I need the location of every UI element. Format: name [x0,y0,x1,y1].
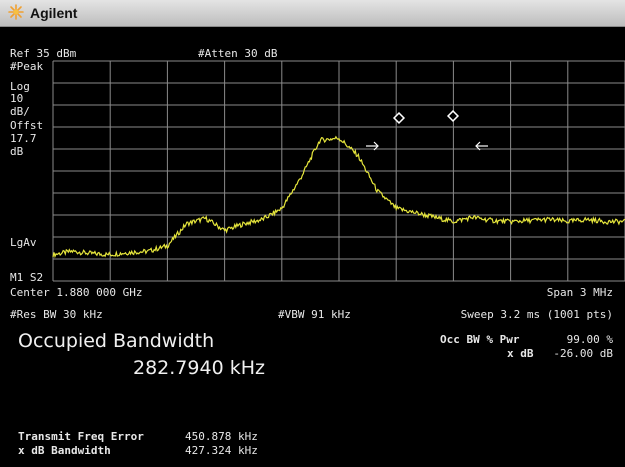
span-value: Span 3 MHz [546,286,613,299]
occupied-bw-value: 282.7940 kHz [133,357,265,379]
analyzer-screen: Ref 35 dBm #Atten 30 dB #Peak Log 10 dB/… [0,26,625,467]
scale-unit: dB/ [10,105,30,118]
center-frequency: Center 1.880 000 GHz [10,286,143,299]
ref-level: Ref 35 dBm [10,47,77,60]
scale-value: 10 [10,92,24,105]
vbw-value: #VBW 91 kHz [278,308,351,321]
measurement-title: Occupied Bandwidth [18,330,215,352]
obw-markers [366,109,488,151]
xdb-right-arrow [475,141,488,151]
obw-left-diamond [392,111,406,125]
title-bar: Agilent [0,0,625,27]
occ-bw-pwr-label: Occ BW % Pwr [440,333,520,346]
tx-freq-error-label: Transmit Freq Error [18,430,144,443]
spectrum-plot [52,60,625,282]
sweep-info: Sweep 3.2 ms (1001 pts) [460,308,613,321]
graticule [52,60,625,282]
marker-info: M1 S2 [10,271,44,284]
obw-right-diamond [446,109,460,123]
xdb-value: -26.00 dB [553,347,613,360]
xdb-label: x dB [507,347,534,360]
attenuation: #Atten 30 dB [198,47,278,60]
xdb-bandwidth-value: 427.324 kHz [185,444,258,457]
occ-bw-pwr-value: 99.00 % [566,333,613,346]
res-bw: #Res BW 30 kHz [10,308,103,321]
xdb-bandwidth-label: x dB Bandwidth [18,444,111,457]
averaging-label: LgAv [10,236,37,249]
detector-label: #Peak [10,60,44,73]
offset-label: Offst [10,119,44,132]
agilent-spark-icon [8,4,24,20]
scale-type: Log [10,80,30,93]
tx-freq-error-value: 450.878 kHz [185,430,258,443]
spectrum-trace [52,135,625,259]
brand-label: Agilent [30,5,78,21]
offset-value: 17.7 [10,132,37,145]
xdb-left-arrow [366,141,379,151]
offset-unit: dB [10,145,24,158]
